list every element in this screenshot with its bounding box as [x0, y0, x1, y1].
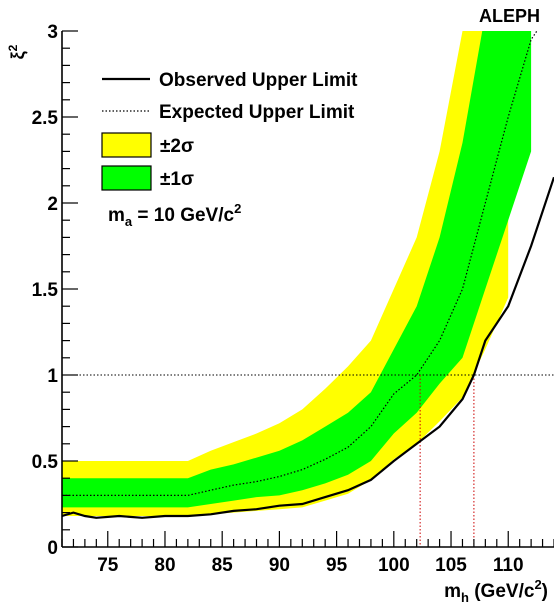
- x-tick-label: 100: [378, 555, 410, 576]
- x-tick-label: 75: [97, 555, 119, 576]
- x-tick-label: 85: [212, 555, 234, 576]
- x-tick-label: 80: [154, 555, 175, 576]
- y-tick-label: 1.5: [32, 280, 59, 301]
- x-tick-label: 95: [326, 555, 348, 576]
- y-tick-label: 2.5: [32, 108, 59, 129]
- legend-expected-label: Expected Upper Limit: [159, 102, 355, 123]
- x-tick-label: 90: [269, 555, 290, 576]
- legend-1sigma-swatch: [101, 165, 152, 191]
- tick-labels: 75 80 85 90 95 100 105 110 0 0.5 1 1.5 2 2.5 3: [32, 22, 524, 576]
- observed-limit-line: [62, 176, 554, 519]
- y-tick-label: 1: [47, 366, 58, 387]
- y-tick-label: 0: [47, 538, 58, 559]
- legend-2sigma-swatch: [101, 132, 152, 158]
- legend-1sigma-label: ±1σ: [160, 169, 194, 190]
- y-tick-label: 0.5: [32, 452, 59, 473]
- x-axis-label: mh (GeV/c2): [444, 577, 548, 605]
- y-tick-label: 2: [47, 194, 58, 215]
- experiment-label: ALEPH: [479, 6, 540, 26]
- band-1sigma: [62, 31, 532, 508]
- expected-limit-line: [62, 31, 538, 496]
- legend: Observed Upper Limit Expected Upper Limi…: [101, 70, 358, 191]
- y-tick-label: 3: [47, 22, 58, 43]
- mass-annotation: ma = 10 GeV/c2: [108, 201, 241, 229]
- x-tick-label: 110: [493, 555, 524, 576]
- plot-area: [62, 31, 554, 547]
- tick-marks: [61, 30, 554, 548]
- legend-2sigma-label: ±2σ: [160, 136, 194, 157]
- axes: 75 80 85 90 95 100 105 110 0 0.5 1 1.5 2 2.5 3: [32, 22, 554, 576]
- y-axis-label: ξ2: [6, 44, 29, 59]
- x-tick-label: 105: [435, 555, 467, 576]
- legend-observed-label: Observed Upper Limit: [159, 70, 358, 91]
